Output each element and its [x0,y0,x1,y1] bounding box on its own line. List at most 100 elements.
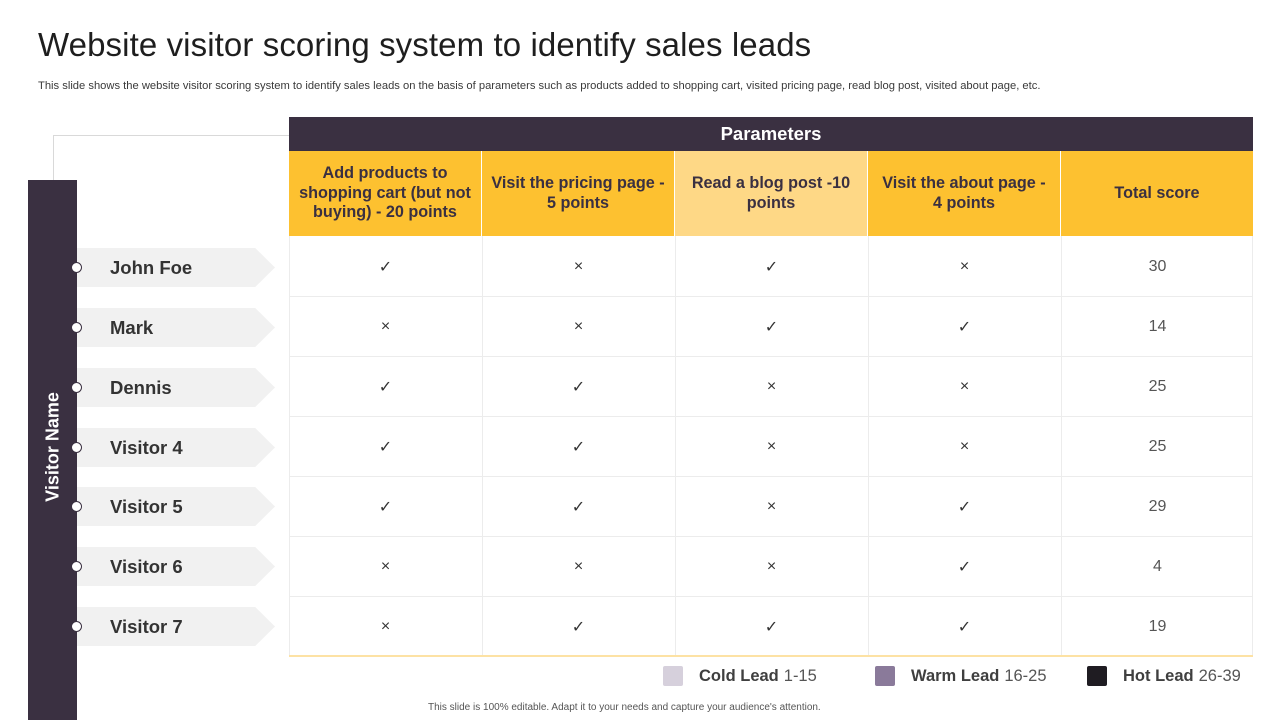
table-bottom-line [289,655,1253,657]
blog-cell: ✓ [764,259,779,276]
column-header-blog: Read a blog post -10 points [675,151,868,236]
grid-line [482,236,483,656]
score-cell: 30 [1148,258,1167,275]
pricing-cell: × [573,318,584,335]
score-cell: 14 [1148,318,1167,335]
pricing-cell: ✓ [571,619,586,636]
visitor-tag: Visitor 7 [71,607,275,646]
blog-cell: ✓ [764,319,779,336]
column-header-pricing: Visit the pricing page - 5 points [482,151,675,236]
visitor-tag: Visitor 4 [71,428,275,467]
bullet-dot-icon [71,621,82,632]
tag-background [77,248,275,287]
tag-background [77,428,275,467]
grid-line [289,596,1253,597]
tag-background [77,368,275,407]
score-cell: 4 [1153,558,1162,575]
visitor-tag: Mark [71,308,275,347]
visitor-name-label: Visitor Name [42,392,63,502]
visitor-name: Visitor 4 [110,437,183,458]
about-cell: ✓ [957,619,972,636]
visitor-name: Visitor 5 [110,496,183,517]
legend-label: Warm Lead [911,666,1000,685]
cart-cell: ✓ [378,379,393,396]
visitor-name-bar [28,180,77,720]
legend-swatch [1087,666,1107,686]
cart-cell: × [380,558,391,575]
blog-cell: ✓ [764,619,779,636]
blog-cell: × [766,438,777,455]
visitor-name: Visitor 7 [110,616,183,637]
about-cell: × [959,438,970,455]
grid-line [675,236,676,656]
visitor-tag: Visitor 5 [71,487,275,526]
legend-range: 16-25 [1004,666,1047,685]
visitor-name: Mark [110,317,154,338]
cart-cell: ✓ [378,439,393,456]
legend-warm-lead: Warm Lead 16-25 [875,665,1047,687]
visitor-name: Dennis [110,377,172,398]
visitor-tag: John Foe [71,248,275,287]
tag-background [77,547,275,586]
tag-background [77,487,275,526]
pricing-cell: ✓ [571,439,586,456]
tag-background [77,308,275,347]
visitor-tag: Visitor 6 [71,547,275,586]
cart-cell: × [380,318,391,335]
tag-background [77,607,275,646]
blog-cell: × [766,378,777,395]
slide-title: Website visitor scoring system to identi… [38,26,812,63]
about-cell: ✓ [957,559,972,576]
legend-label: Hot Lead [1123,666,1194,685]
legend-cold-lead: Cold Lead 1-15 [663,665,817,687]
grid-line [1252,236,1253,656]
bullet-dot-icon [71,501,82,512]
grid-line [289,536,1253,537]
pricing-cell: ✓ [571,379,586,396]
grid-line [289,236,290,656]
about-cell: × [959,378,970,395]
score-cell: 29 [1148,498,1167,515]
grid-line [289,296,1253,297]
pricing-cell: × [573,558,584,575]
bullet-dot-icon [71,322,82,333]
score-cell: 25 [1148,438,1167,455]
column-header-cart: Add products to shopping cart (but not b… [289,151,482,236]
bullet-dot-icon [71,382,82,393]
column-header-about: Visit the about page - 4 points [868,151,1061,236]
legend-hot-lead: Hot Lead 26-39 [1087,665,1241,687]
cart-cell: ✓ [378,259,393,276]
parameters-header: Parameters [289,117,1253,151]
visitor-tag: Dennis [71,368,275,407]
legend-swatch [875,666,895,686]
score-cell: 19 [1148,618,1167,635]
pricing-cell: × [573,258,584,275]
bullet-dot-icon [71,561,82,572]
header-outline [53,135,290,195]
grid-line [289,416,1253,417]
slide-subtitle: This slide shows the website visitor sco… [38,80,1041,92]
score-cell: 25 [1148,378,1167,395]
grid-line [289,356,1253,357]
legend-label: Cold Lead [699,666,779,685]
legend-range: 1-15 [783,666,817,685]
visitor-name: John Foe [110,257,193,278]
blog-cell: × [766,558,777,575]
grid-line [868,236,869,656]
about-cell: ✓ [957,319,972,336]
grid-line [289,476,1253,477]
column-header-total-score: Total score [1061,151,1253,236]
legend-range: 26-39 [1198,666,1241,685]
grid-line [1061,236,1062,656]
bullet-dot-icon [71,442,82,453]
bullet-dot-icon [71,262,82,273]
footer-note: This slide is 100% editable. Adapt it to… [428,702,821,713]
cart-cell: ✓ [378,499,393,516]
legend-swatch [663,666,683,686]
pricing-cell: ✓ [571,499,586,516]
about-cell: × [959,258,970,275]
about-cell: ✓ [957,499,972,516]
blog-cell: × [766,498,777,515]
cart-cell: × [380,618,391,635]
visitor-name: Visitor 6 [110,556,183,577]
